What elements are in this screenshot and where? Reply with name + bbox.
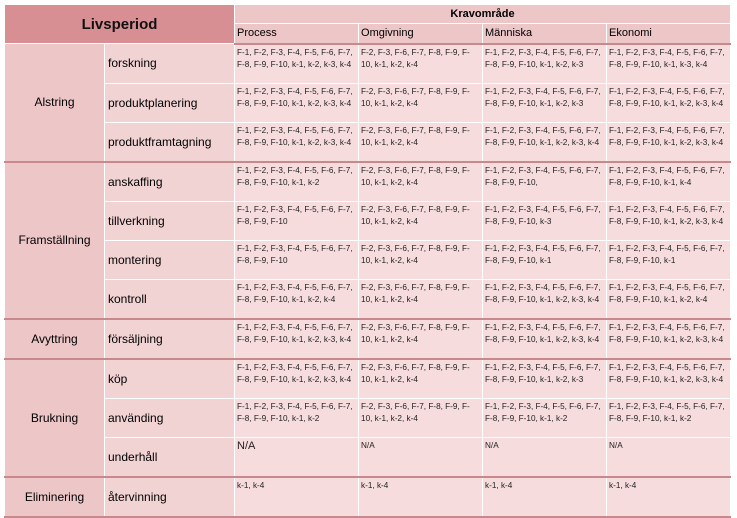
table-cell: N/A: [358, 436, 484, 478]
table-cell: F-1, F-2, F-3, F-4, F-5, F-6, F-7, F-8, …: [606, 358, 732, 399]
subphase-label: kontroll: [103, 278, 236, 320]
table-cell: F-1, F-2, F-3, F-4, F-5, F-6, F-7, F-8, …: [606, 82, 732, 123]
column-header-row: Process Omgivning Människa Ekonomi: [5, 23, 732, 45]
table-cell: F-1, F-2, F-3, F-4, F-5, F-6, F-7, F-8, …: [606, 278, 732, 320]
subphase-label: försäljning: [103, 318, 236, 360]
table-cell: N/A: [606, 436, 732, 478]
table-cell: k-1, k-4: [606, 476, 732, 518]
table-cell: k-1, k-4: [482, 476, 608, 518]
subphase-label: använding: [103, 397, 236, 438]
table-cell: k-1, k-4: [234, 476, 360, 518]
table-row: produktframtagning F-1, F-2, F-3, F-4, F-…: [5, 121, 732, 163]
subphase-label: återvinning: [103, 476, 236, 518]
table-cell: F-1, F-2, F-3, F-4, F-5, F-6, F-7, F-8, …: [482, 239, 608, 280]
table-row: tillverkning F-1, F-2, F-3, F-4, F-5, F-6…: [5, 200, 732, 241]
table-row: Brukning köp F-1, F-2, F-3, F-4, F-5, F-6,…: [4, 358, 732, 478]
table-cell: F-1, F-2, F-3, F-4, F-5, F-6, F-7, F-8, …: [482, 278, 608, 320]
table-cell: N/A: [482, 436, 608, 478]
subphase-label: forskning: [103, 43, 236, 84]
phase-label: Alstring: [4, 43, 105, 163]
table-cell: F-1, F-2, F-3, F-4, F-5, F-6, F-7, F-8, …: [482, 161, 608, 202]
table-row: produktplanering F-1, F-2, F-3, F-4, F-5,…: [5, 82, 732, 123]
table-cell: F-2, F-3, F-6, F-7, F-8, F-9, F-10, k-1,…: [358, 82, 484, 123]
table-cell: F-1, F-2, F-3, F-4, F-5, F-6, F-7, F-8, …: [234, 82, 360, 123]
table-cell: F-1, F-2, F-3, F-4, F-5, F-6, F-7, F-8, …: [606, 121, 732, 163]
table-cell: F-1, F-2, F-3, F-4, F-5, F-6, F-7, F-8, …: [606, 318, 732, 360]
table-cell: F-2, F-3, F-6, F-7, F-8, F-9, F-10, k-1,…: [358, 43, 484, 84]
subphase-label: anskaffing: [103, 161, 236, 202]
subphase-label: underhåll: [103, 436, 236, 478]
column-header-process: Process: [234, 23, 360, 45]
table-cell: F-2, F-3, F-6, F-7, F-8, F-9, F-10, k-1,…: [358, 318, 484, 360]
table-cell: F-2, F-3, F-6, F-7, F-8, F-9, F-10, k-1,…: [358, 358, 484, 399]
table-cell: F-2, F-3, F-6, F-7, F-8, F-9, F-10, k-1,…: [358, 161, 484, 202]
table-cell: F-1, F-2, F-3, F-4, F-5, F-6, F-7, F-8, …: [482, 43, 608, 84]
kravomrade-header: Kravområde: [234, 3, 732, 25]
subphase-label: köp: [103, 358, 236, 399]
table-row: Alstring forskning F-1, F-2, F-3, F-4, F-5…: [4, 43, 732, 163]
table-row: montering F-1, F-2, F-3, F-4, F-5, F-6, F…: [5, 239, 732, 280]
table-cell: F-2, F-3, F-6, F-7, F-8, F-9, F-10, k-1,…: [358, 200, 484, 241]
table-cell: F-1, F-2, F-3, F-4, F-5, F-6, F-7, F-8, …: [234, 200, 360, 241]
table-cell: F-1, F-2, F-3, F-4, F-5, F-6, F-7, F-8, …: [234, 318, 360, 360]
table-cell: F-2, F-3, F-6, F-7, F-8, F-9, F-10, k-1,…: [358, 278, 484, 320]
requirements-table: Livsperiod Kravområde Process Omgivning …: [3, 3, 732, 518]
table-row: Framställning anskaffing F-1, F-2, F-3, F-…: [4, 161, 732, 320]
table-cell: F-1, F-2, F-3, F-4, F-5, F-6, F-7, F-8, …: [482, 358, 608, 399]
table-cell: F-1, F-2, F-3, F-4, F-5, F-6, F-7, F-8, …: [234, 161, 360, 202]
table-cell: F-2, F-3, F-6, F-7, F-8, F-9, F-10, k-1,…: [358, 397, 484, 438]
phase-label: Brukning: [4, 358, 105, 478]
subphase-label: produktframtagning: [103, 121, 236, 163]
subphase-label: tillverkning: [103, 200, 236, 241]
table-row: underhåll N/A N/A N/A N/A: [5, 436, 732, 478]
table-cell: F-1, F-2, F-3, F-4, F-5, F-6, F-7, F-8, …: [606, 239, 732, 280]
header-row: Livsperiod Kravområde: [3, 3, 732, 44]
table-cell: F-1, F-2, F-3, F-4, F-5, F-6, F-7, F-8, …: [482, 200, 608, 241]
table-cell: F-2, F-3, F-6, F-7, F-8, F-9, F-10, k-1,…: [358, 121, 484, 163]
column-header-omgivning: Omgivning: [358, 23, 484, 45]
table-cell: F-1, F-2, F-3, F-4, F-5, F-6, F-7, F-8, …: [606, 43, 732, 84]
table-cell: F-1, F-2, F-3, F-4, F-5, F-6, F-7, F-8, …: [482, 121, 608, 163]
table-body: Livsperiod Kravområde Process Omgivning …: [3, 3, 732, 518]
table-row: Eliminering återvinning k-1, k-4 k-1, k-4 k-…: [4, 476, 732, 518]
table-cell: F-1, F-2, F-3, F-4, F-5, F-6, F-7, F-8, …: [234, 278, 360, 320]
column-header-ekonomi: Ekonomi: [606, 23, 732, 45]
table-cell: F-1, F-2, F-3, F-4, F-5, F-6, F-7, F-8, …: [606, 161, 732, 202]
table-cell: F-2, F-3, F-6, F-7, F-8, F-9, F-10, k-1,…: [358, 239, 484, 280]
column-header-manniska: Människa: [482, 23, 608, 45]
livsperiod-header: Livsperiod: [3, 4, 236, 44]
phase-label: Eliminering: [4, 476, 105, 518]
table-cell: N/A: [234, 436, 360, 478]
phase-label: Avyttring: [4, 318, 105, 360]
table-cell: F-1, F-2, F-3, F-4, F-5, F-6, F-7, F-8, …: [234, 358, 360, 399]
table-row: kontroll F-1, F-2, F-3, F-4, F-5, F-6, F-…: [5, 278, 732, 320]
table-cell: F-1, F-2, F-3, F-4, F-5, F-6, F-7, F-8, …: [234, 397, 360, 438]
subphase-label: produktplanering: [103, 82, 236, 123]
table-cell: F-1, F-2, F-3, F-4, F-5, F-6, F-7, F-8, …: [482, 318, 608, 360]
table-cell: k-1, k-4: [358, 476, 484, 518]
table-cell: F-1, F-2, F-3, F-4, F-5, F-6, F-7, F-8, …: [234, 239, 360, 280]
table-cell: F-1, F-2, F-3, F-4, F-5, F-6, F-7, F-8, …: [482, 397, 608, 438]
table-row: använding F-1, F-2, F-3, F-4, F-5, F-6, F…: [5, 397, 732, 438]
table-cell: F-1, F-2, F-3, F-4, F-5, F-6, F-7, F-8, …: [606, 200, 732, 241]
subphase-label: montering: [103, 239, 236, 280]
table-cell: F-1, F-2, F-3, F-4, F-5, F-6, F-7, F-8, …: [234, 121, 360, 163]
table-cell: F-1, F-2, F-3, F-4, F-5, F-6, F-7, F-8, …: [606, 397, 732, 438]
table-cell: F-1, F-2, F-3, F-4, F-5, F-6, F-7, F-8, …: [234, 43, 360, 84]
table-row: Avyttring försäljning F-1, F-2, F-3, F-4, …: [4, 318, 732, 360]
phase-label: Framställning: [4, 161, 105, 320]
table-cell: F-1, F-2, F-3, F-4, F-5, F-6, F-7, F-8, …: [482, 82, 608, 123]
